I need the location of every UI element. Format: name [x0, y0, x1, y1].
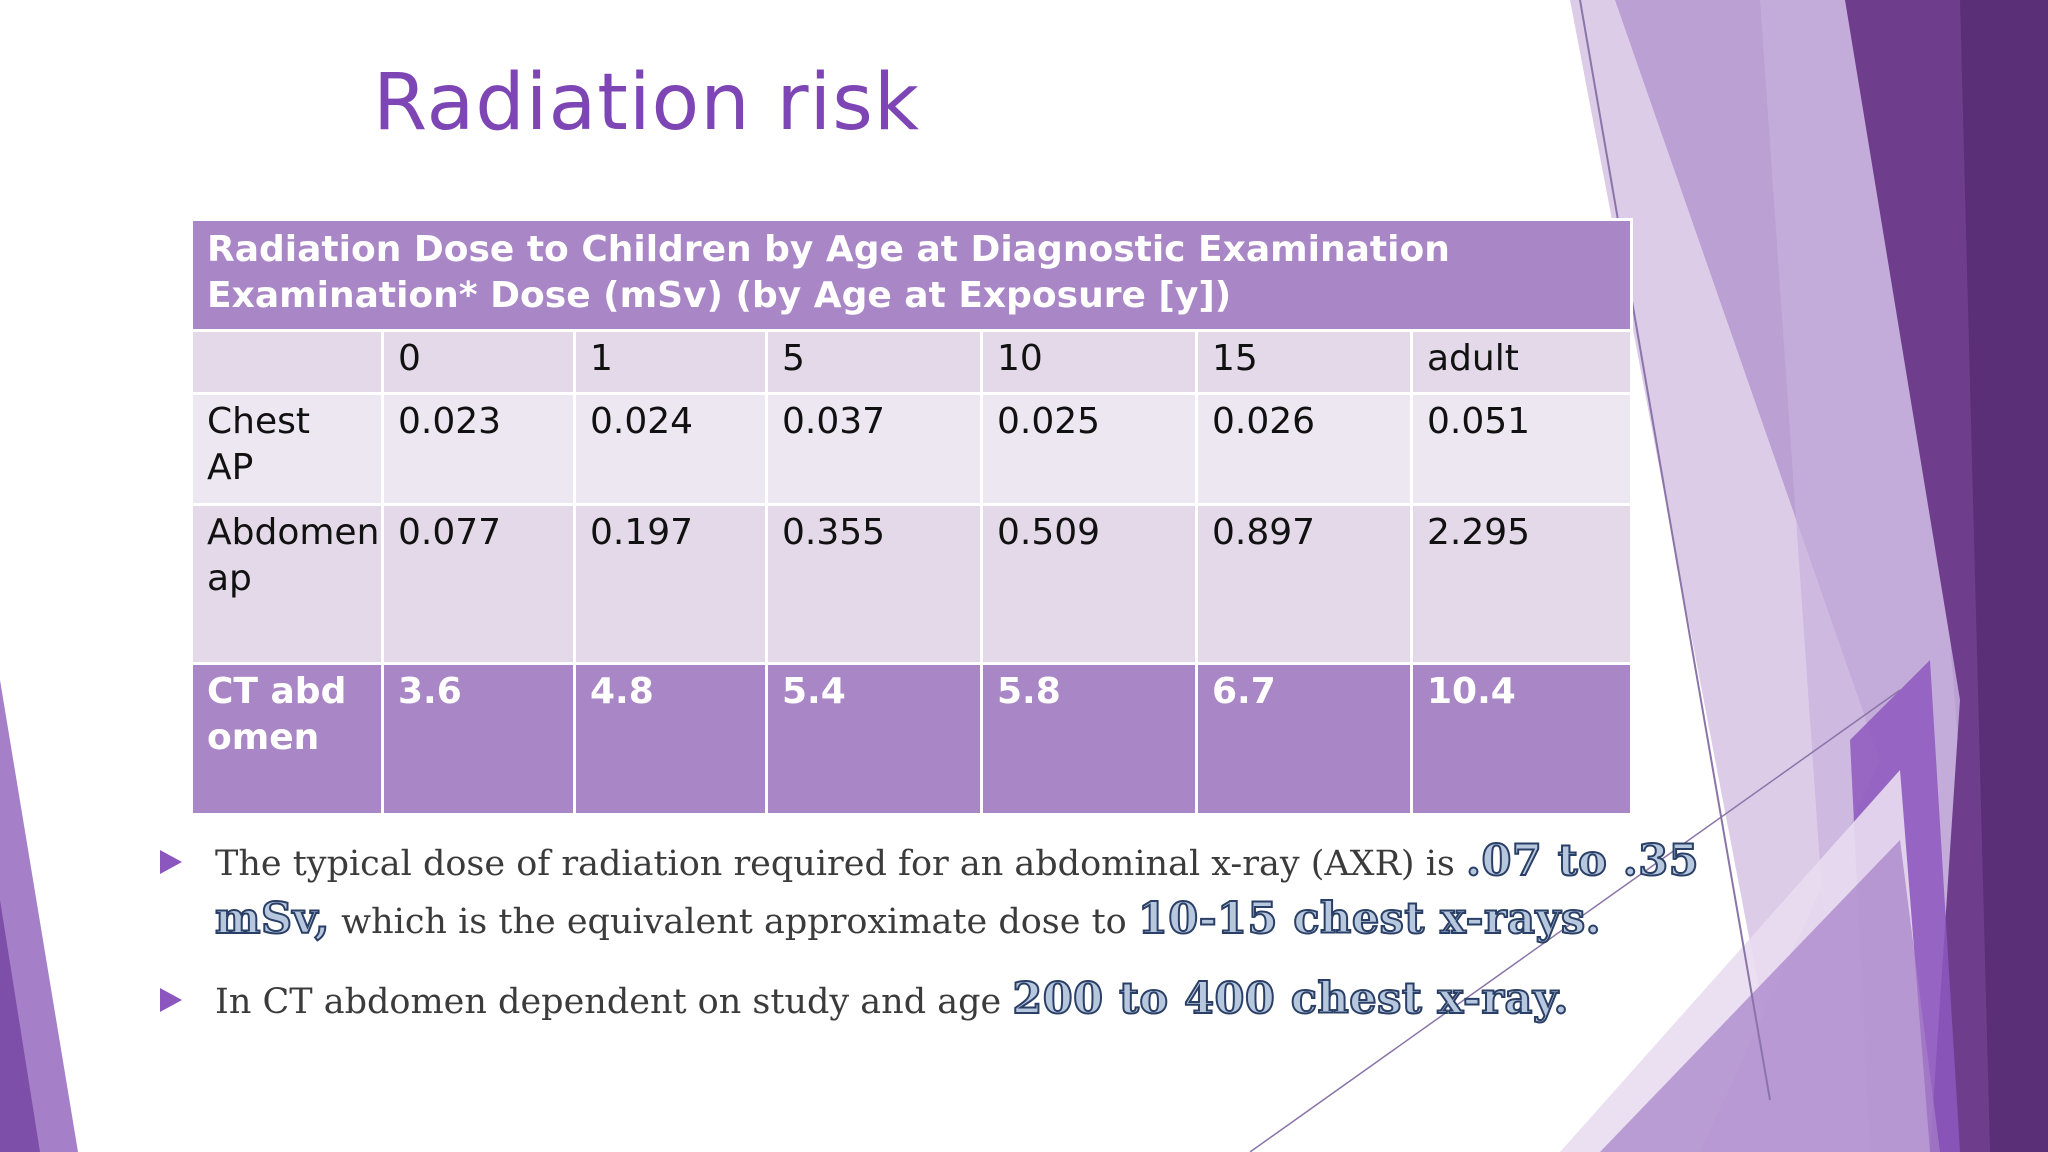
table-row: CT abdomen 3.6 4.8 5.4 5.8 6.7 10.4 — [190, 662, 1634, 816]
deco-line-1 — [1579, 0, 1771, 1101]
table-row: Chest AP 0.023 0.024 0.037 0.025 0.026 0… — [190, 392, 1634, 506]
table-cell: 2.295 — [1409, 503, 1634, 665]
bullet-item: In CT abdomen dependent on study and age… — [150, 972, 1710, 1030]
table-cell: 0.024 — [573, 392, 768, 506]
table-cell: 0.355 — [765, 503, 983, 665]
table-cell: 10.4 — [1409, 662, 1634, 816]
table-cell: 3.6 — [381, 662, 576, 816]
column-header: adult — [1409, 329, 1634, 395]
page-title: Radiation risk — [373, 58, 921, 148]
column-header: 15 — [1195, 329, 1413, 395]
table-cell: 0.025 — [980, 392, 1198, 506]
table-cell: 0.023 — [381, 392, 576, 506]
column-header: 0 — [381, 329, 576, 395]
emphasis-text: .07 to .35 mSv, — [214, 835, 1700, 945]
dose-table: Radiation Dose to Children by Age at Dia… — [189, 218, 1634, 816]
table-cell: 0.509 — [980, 503, 1198, 665]
deco-line-2 — [1249, 689, 1901, 1152]
table-cell: 0.897 — [1195, 503, 1413, 665]
table-caption-row: Radiation Dose to Children by Age at Dia… — [189, 218, 1634, 332]
table-cell: 5.4 — [765, 662, 983, 816]
table-cell: 0.077 — [381, 503, 576, 665]
deco-shape-mauve-low — [1600, 840, 1940, 1152]
table-cell: 4.8 — [573, 662, 768, 816]
triangle-bullet-icon — [160, 850, 182, 874]
emphasis-text: 10-15 chest x-rays. — [1137, 893, 1602, 945]
age-header-row: 0 1 5 10 15 adult — [190, 329, 1634, 395]
table-caption: Radiation Dose to Children by Age at Dia… — [189, 218, 1634, 332]
emphasis-text: 200 to 400 chest x-ray. — [1011, 973, 1569, 1025]
column-header: 5 — [765, 329, 983, 395]
row-label: Chest AP — [190, 392, 384, 506]
table-cell: 0.037 — [765, 392, 983, 506]
row-label: CT abdomen — [190, 662, 384, 816]
table-cell: 0.051 — [1409, 392, 1634, 506]
triangle-bullet-icon — [160, 988, 182, 1012]
row-label: Abdomen ap — [190, 503, 384, 665]
column-header: 10 — [980, 329, 1198, 395]
table-cell: 5.8 — [980, 662, 1198, 816]
bullet-item: The typical dose of radiation required f… — [150, 834, 1710, 950]
table-cell: 6.7 — [1195, 662, 1413, 816]
column-header — [190, 329, 384, 395]
bullet-text: In CT abdomen dependent on study and age — [215, 982, 1013, 1022]
bullet-text: which is the equivalent approximate dose… — [330, 902, 1138, 942]
table-cell: 0.197 — [573, 503, 768, 665]
table-row: Abdomen ap 0.077 0.197 0.355 0.509 0.897… — [190, 503, 1634, 665]
column-header: 1 — [573, 329, 768, 395]
bullet-text: The typical dose of radiation required f… — [215, 844, 1466, 884]
deco-left-shape-dark — [0, 900, 40, 1152]
bullet-list: The typical dose of radiation required f… — [150, 834, 1710, 1052]
table-cell: 0.026 — [1195, 392, 1413, 506]
deco-shape-darker — [1960, 0, 2048, 1152]
